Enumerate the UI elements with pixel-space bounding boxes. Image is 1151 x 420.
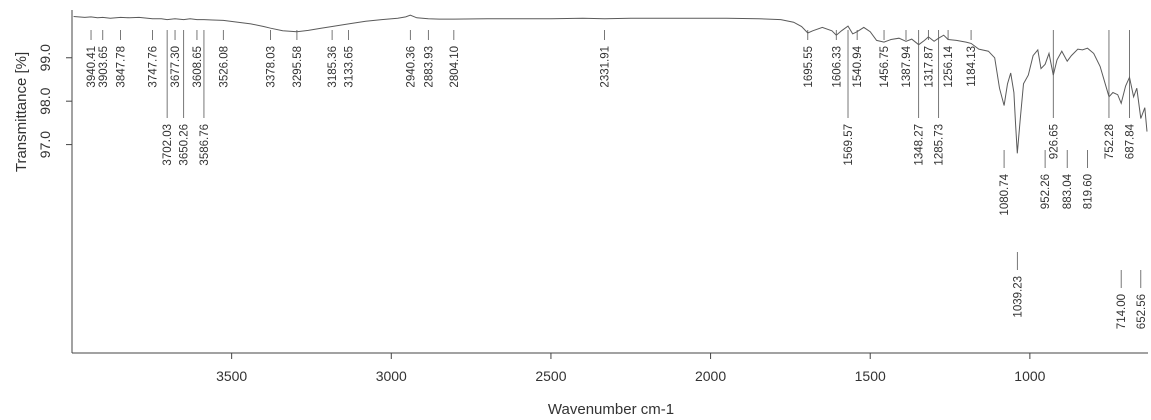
peak-label: 1387.94 xyxy=(901,45,913,87)
peak-label: 3526.08 xyxy=(218,46,230,88)
peak-label: 2883.93 xyxy=(423,46,435,88)
peak-label: 3133.65 xyxy=(344,46,356,88)
peak-label: 1039.23 xyxy=(1012,276,1024,318)
peak-label: 3847.78 xyxy=(116,46,128,88)
peak-label: 3378.03 xyxy=(266,46,278,88)
x-tick-label: 3500 xyxy=(216,368,247,384)
peak-label: 2940.36 xyxy=(405,46,417,88)
x-axis-label: Wavenumber cm-1 xyxy=(548,401,674,418)
peak-label: 3586.76 xyxy=(199,124,211,166)
x-tick-label: 1500 xyxy=(855,368,886,384)
peak-label: 1695.55 xyxy=(803,46,815,88)
y-tick-label: 99.0 xyxy=(37,44,53,71)
peak-label: 1256.14 xyxy=(943,45,955,87)
peak-label: 3650.26 xyxy=(179,124,191,166)
x-tick-label: 2500 xyxy=(535,368,566,384)
spectrum-line xyxy=(73,14,1148,154)
y-ticks: 99.0 98.0 97.0 xyxy=(37,44,72,158)
peak-label: 687.84 xyxy=(1125,123,1137,159)
peak-label: 952.26 xyxy=(1040,174,1052,209)
peak-label: 3295.58 xyxy=(292,46,304,88)
peak-label: 1348.27 xyxy=(914,124,926,166)
plot-frame xyxy=(71,10,1148,354)
peak-label: 652.56 xyxy=(1136,294,1148,329)
x-tick-label: 2000 xyxy=(695,368,726,384)
peak-label: 1080.74 xyxy=(999,173,1011,215)
peak-label: 2804.10 xyxy=(449,46,461,88)
y-tick-label: 97.0 xyxy=(37,131,53,158)
peak-label: 1184.13 xyxy=(966,46,978,87)
x-ticks: 3500 3000 2500 2000 1500 1000 xyxy=(216,353,1046,384)
peak-label: 3608.65 xyxy=(192,46,204,88)
y-axis-label: Transmittance [%] xyxy=(13,52,30,172)
peak-label: 926.65 xyxy=(1048,124,1060,159)
peak-label: 1540.94 xyxy=(852,45,864,87)
peak-label: 752.28 xyxy=(1104,124,1116,159)
peak-label: 3940.41 xyxy=(86,46,98,88)
peak-label: 819.60 xyxy=(1082,174,1094,209)
peak-label: 1285.73 xyxy=(934,124,946,166)
y-tick-label: 98.0 xyxy=(37,87,53,114)
x-tick-label: 3000 xyxy=(376,368,407,384)
peak-label: 3747.76 xyxy=(148,46,160,88)
peak-label: 714.00 xyxy=(1116,294,1128,329)
peak-labels: 3940.41 3903.65 3847.78 3747.76 3702.03 3677.… xyxy=(86,30,1148,329)
peak-label: 3903.65 xyxy=(98,46,110,88)
peak-label: 3185.36 xyxy=(327,46,339,88)
peak-label: 1317.87 xyxy=(923,46,935,88)
peak-label: 3677.30 xyxy=(170,46,182,88)
peak-label: 2331.91 xyxy=(600,46,612,88)
peak-label: 1606.33 xyxy=(831,46,843,88)
peak-label: 3702.03 xyxy=(162,124,174,166)
peak-label: 883.04 xyxy=(1062,173,1074,209)
x-tick-label: 1000 xyxy=(1014,368,1045,384)
peak-label: 1456.75 xyxy=(879,46,891,88)
peak-label: 1569.57 xyxy=(843,124,855,166)
